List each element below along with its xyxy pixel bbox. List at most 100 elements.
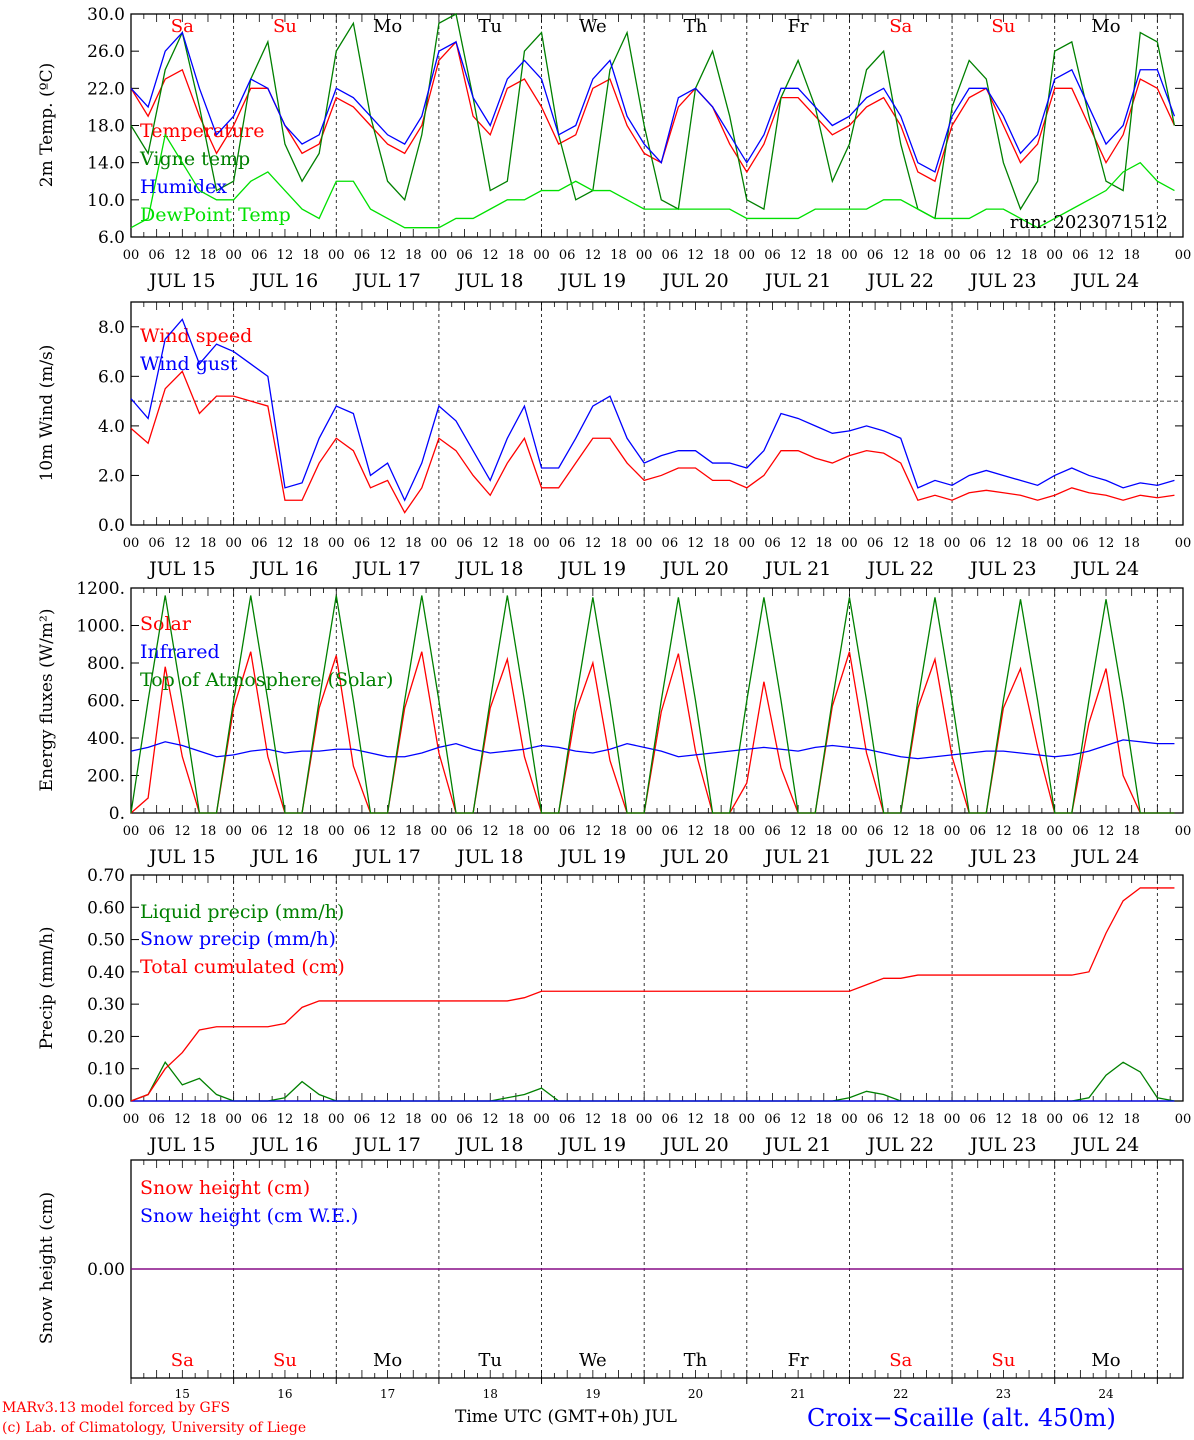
date-label: JUL 19 — [558, 846, 626, 868]
hour-label: 18 — [405, 248, 422, 263]
hour-label: 00 — [1046, 536, 1063, 551]
hour-label: 06 — [867, 536, 884, 551]
y-tick-label: 10.0 — [87, 191, 125, 211]
day-name: Sa — [171, 16, 194, 37]
hour-label: 06 — [867, 248, 884, 263]
day-name: Sa — [889, 16, 912, 37]
hour-label: 00 — [1175, 248, 1192, 263]
day-name: We — [579, 16, 607, 37]
hour-label: 18 — [200, 536, 217, 551]
hour-label: 12 — [1098, 824, 1115, 839]
day-number: 18 — [483, 1387, 498, 1401]
y-axis-title: 10m Wind (m/s) — [37, 345, 57, 482]
hour-label: 12 — [892, 824, 909, 839]
legend-entry: Snow precip (mm/h) — [140, 928, 336, 950]
hour-label: 00 — [1046, 248, 1063, 263]
hour-label: 06 — [764, 824, 781, 839]
hour-label: 00 — [841, 1112, 858, 1127]
y-tick-label: 0.00 — [87, 1260, 125, 1280]
day-number: 19 — [585, 1387, 600, 1401]
y-tick-label: 0.60 — [87, 898, 125, 918]
date-label: JUL 21 — [763, 270, 831, 292]
panel-wind: 8.0 6.0 4.0 2.0 0.0 10m Wind (m/s) Wind speed W… — [37, 301, 1191, 580]
date-label: JUL 18 — [455, 558, 523, 580]
hour-label: 12 — [687, 1112, 704, 1127]
hour-label: 06 — [148, 1112, 165, 1127]
hour-label: 12 — [174, 536, 191, 551]
y-tick-label: 30.0 — [87, 5, 125, 25]
hour-label: 06 — [662, 824, 679, 839]
hour-label: 00 — [328, 1112, 345, 1127]
day-name: Tu — [478, 1350, 502, 1371]
hour-label: 06 — [662, 248, 679, 263]
hour-label: 12 — [1098, 536, 1115, 551]
model-credit: MARv3.13 model forced by GFS — [2, 1400, 231, 1416]
y-tick-label: 0.20 — [87, 1027, 125, 1047]
hour-label: 00 — [841, 248, 858, 263]
panel-energy: 1200. 1000. 800. 600. 400. 200. 0. Energy fluxe… — [37, 579, 1191, 868]
y-tick-label: 0.70 — [87, 866, 125, 886]
hour-label: 00 — [739, 1112, 756, 1127]
legend-entry: Solar — [140, 613, 192, 635]
date-label: JUL 16 — [250, 558, 318, 580]
hour-label: 18 — [918, 248, 935, 263]
date-label: JUL 24 — [1071, 558, 1139, 580]
day-name: Su — [991, 16, 1015, 37]
hour-label: 12 — [482, 248, 499, 263]
y-tick-label: 0.00 — [87, 1092, 125, 1112]
y-tick-label: 6.0 — [98, 367, 125, 387]
date-label: JUL 21 — [763, 846, 831, 868]
y-tick-label: 0.10 — [87, 1060, 125, 1080]
hour-label: 06 — [1072, 824, 1089, 839]
hour-label: 06 — [559, 248, 576, 263]
date-label: JUL 20 — [660, 1134, 728, 1156]
series-temperature-3 — [130, 133, 1175, 229]
day-number: 24 — [1098, 1387, 1114, 1401]
date-label: JUL 16 — [250, 846, 318, 868]
y-tick-label: 400. — [87, 729, 125, 749]
hour-label: 18 — [302, 536, 319, 551]
run-label: run: 2023071512 — [1010, 212, 1168, 233]
hour-label: 06 — [251, 536, 268, 551]
hour-label: 12 — [892, 536, 909, 551]
hour-label: 00 — [431, 248, 448, 263]
hour-label: 18 — [816, 824, 833, 839]
hour-label: 12 — [995, 536, 1012, 551]
hour-label: 18 — [508, 1112, 525, 1127]
day-number: 23 — [996, 1387, 1011, 1401]
hour-label: 06 — [456, 1112, 473, 1127]
hour-label: 06 — [354, 248, 371, 263]
date-label: JUL 24 — [1071, 846, 1139, 868]
day-name: Tu — [478, 16, 502, 37]
hour-label: 06 — [559, 1112, 576, 1127]
hour-label: 06 — [148, 248, 165, 263]
hour-label: 12 — [379, 1112, 396, 1127]
hour-label: 18 — [302, 248, 319, 263]
date-label: JUL 20 — [660, 270, 728, 292]
panel-precip: 0.70 0.60 0.50 0.40 0.30 0.20 0.10 0.00 Precip (… — [37, 866, 1191, 1156]
y-tick-label: 8.0 — [98, 318, 125, 338]
date-label: JUL 18 — [455, 846, 523, 868]
day-name: Fr — [788, 16, 809, 37]
series-energy-1 — [130, 739, 1175, 760]
date-label: JUL 20 — [660, 558, 728, 580]
hour-label: 18 — [200, 248, 217, 263]
hour-label: 06 — [764, 1112, 781, 1127]
y-tick-label: 200. — [87, 767, 125, 787]
date-label: JUL 17 — [352, 558, 420, 580]
y-axis-title: 2m Temp. (ºC) — [37, 63, 57, 188]
date-label: JUL 22 — [866, 1134, 934, 1156]
hour-label: 18 — [405, 1112, 422, 1127]
hour-label: 00 — [1175, 1112, 1192, 1127]
hour-label: 18 — [713, 248, 730, 263]
y-axis-title: Precip (mm/h) — [37, 926, 57, 1049]
day-name: Th — [684, 1350, 708, 1371]
hour-label: 18 — [610, 824, 627, 839]
hour-label: 06 — [764, 536, 781, 551]
hour-label: 18 — [918, 824, 935, 839]
hour-label: 18 — [713, 824, 730, 839]
day-name: Sa — [889, 1350, 912, 1371]
hour-label: 06 — [148, 536, 165, 551]
panel-temperature: 30.0 26.0 22.0 18.0 14.0 10.0 6.0 2m Temp. (ºC)… — [37, 5, 1191, 292]
hour-label: 00 — [1046, 1112, 1063, 1127]
